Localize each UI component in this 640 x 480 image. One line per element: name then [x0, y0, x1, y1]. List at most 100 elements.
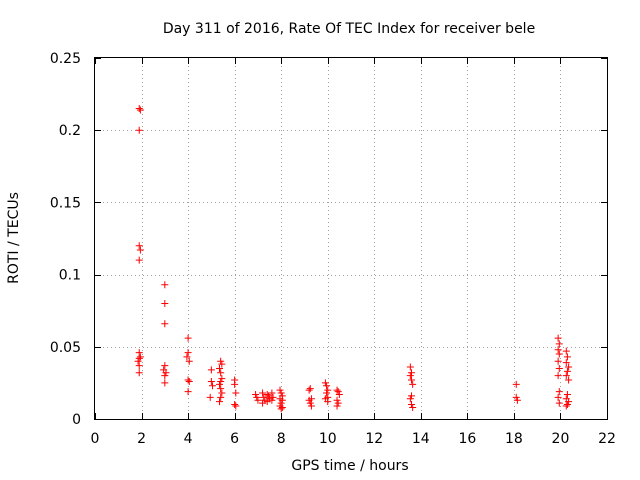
data-point	[563, 401, 571, 409]
data-point	[406, 395, 414, 403]
data-point	[565, 376, 573, 384]
data-point	[263, 398, 271, 406]
y-tick-label: 0.2	[59, 123, 81, 139]
data-point	[555, 364, 563, 372]
data-point	[263, 390, 271, 398]
x-tick-label: 18	[505, 431, 523, 447]
data-point	[409, 403, 417, 411]
data-point	[206, 393, 214, 401]
data-point	[278, 403, 286, 411]
data-point	[136, 106, 144, 114]
data-point	[218, 389, 226, 397]
grid	[95, 58, 607, 419]
data-point	[305, 396, 313, 404]
axis-ticks	[95, 58, 608, 420]
x-tick-label: 8	[277, 431, 286, 447]
data-point	[161, 320, 169, 328]
data-point	[216, 398, 224, 406]
data-point	[554, 346, 562, 354]
data-point	[333, 402, 341, 410]
x-tick-label: 10	[319, 431, 337, 447]
plot-frame	[94, 57, 608, 420]
data-point	[334, 388, 342, 396]
data-point	[333, 386, 341, 394]
data-point	[217, 393, 225, 401]
data-point	[562, 402, 570, 410]
data-point	[216, 380, 224, 388]
data-point	[306, 385, 314, 393]
data-point	[231, 380, 239, 388]
data-point	[217, 377, 225, 385]
y-tick-label: 0.15	[50, 195, 81, 211]
data-point	[321, 379, 329, 387]
data-point	[335, 390, 343, 398]
data-point	[565, 363, 573, 371]
data-point	[135, 354, 143, 362]
data-point	[562, 359, 570, 367]
data-point	[135, 242, 143, 250]
data-point	[269, 393, 277, 401]
x-tick-label: 12	[365, 431, 383, 447]
x-axis-label: GPS time / hours	[291, 458, 408, 474]
data-point	[555, 350, 563, 358]
data-point	[184, 334, 192, 342]
data-point	[408, 369, 416, 377]
x-axis-tick-labels: 0 2 4 6 8 10 12 14 16 18 20 22	[91, 431, 616, 447]
data-point	[323, 382, 331, 390]
data-point	[264, 392, 272, 400]
data-point	[217, 357, 225, 365]
data-point	[134, 357, 142, 365]
data-point	[406, 372, 414, 380]
data-point	[305, 386, 313, 394]
data-point	[259, 389, 267, 397]
y-tick-label: 0.25	[50, 51, 81, 67]
data-point	[277, 405, 285, 413]
data-point	[216, 364, 224, 372]
data-point	[183, 353, 191, 361]
y-tick-label: 0	[72, 412, 81, 428]
data-point	[207, 377, 215, 385]
data-point	[252, 390, 260, 398]
data-point	[555, 399, 563, 407]
data-point	[135, 105, 143, 113]
data-point	[565, 398, 573, 406]
data-point	[184, 376, 192, 384]
data-point	[555, 388, 563, 396]
data-point	[562, 372, 570, 380]
data-point	[136, 353, 144, 361]
x-tick-label: 22	[598, 431, 616, 447]
data-point	[184, 388, 192, 396]
data-point	[334, 399, 342, 407]
x-tick-label: 16	[458, 431, 476, 447]
data-point	[563, 390, 571, 398]
y-tick-label: 0.05	[50, 340, 81, 356]
x-tick-label: 4	[184, 431, 193, 447]
data-point	[217, 385, 225, 393]
data-point	[323, 389, 331, 397]
data-point	[253, 393, 261, 401]
data-point	[232, 389, 240, 397]
data-point	[184, 349, 192, 357]
data-point	[185, 377, 193, 385]
data-point	[554, 357, 562, 365]
x-tick-label: 6	[230, 431, 239, 447]
data-point	[232, 402, 240, 410]
y-axis-tick-labels: 0 0.05 0.1 0.15 0.2 0.25	[50, 51, 81, 428]
data-point	[217, 369, 225, 377]
data-point	[161, 299, 169, 307]
x-tick-label: 14	[412, 431, 430, 447]
x-tick-label: 20	[552, 431, 570, 447]
data-point	[513, 396, 521, 404]
data-point	[209, 382, 217, 390]
data-point	[277, 389, 285, 397]
data-point	[512, 380, 520, 388]
data-point	[231, 401, 239, 409]
chart-title: Day 311 of 2016, Rate Of TEC Index for r…	[163, 21, 535, 37]
data-point	[259, 399, 267, 407]
data-point	[307, 402, 315, 410]
data-point	[324, 398, 332, 406]
data-point	[554, 334, 562, 342]
data-point	[136, 246, 144, 254]
data-point	[409, 380, 417, 388]
